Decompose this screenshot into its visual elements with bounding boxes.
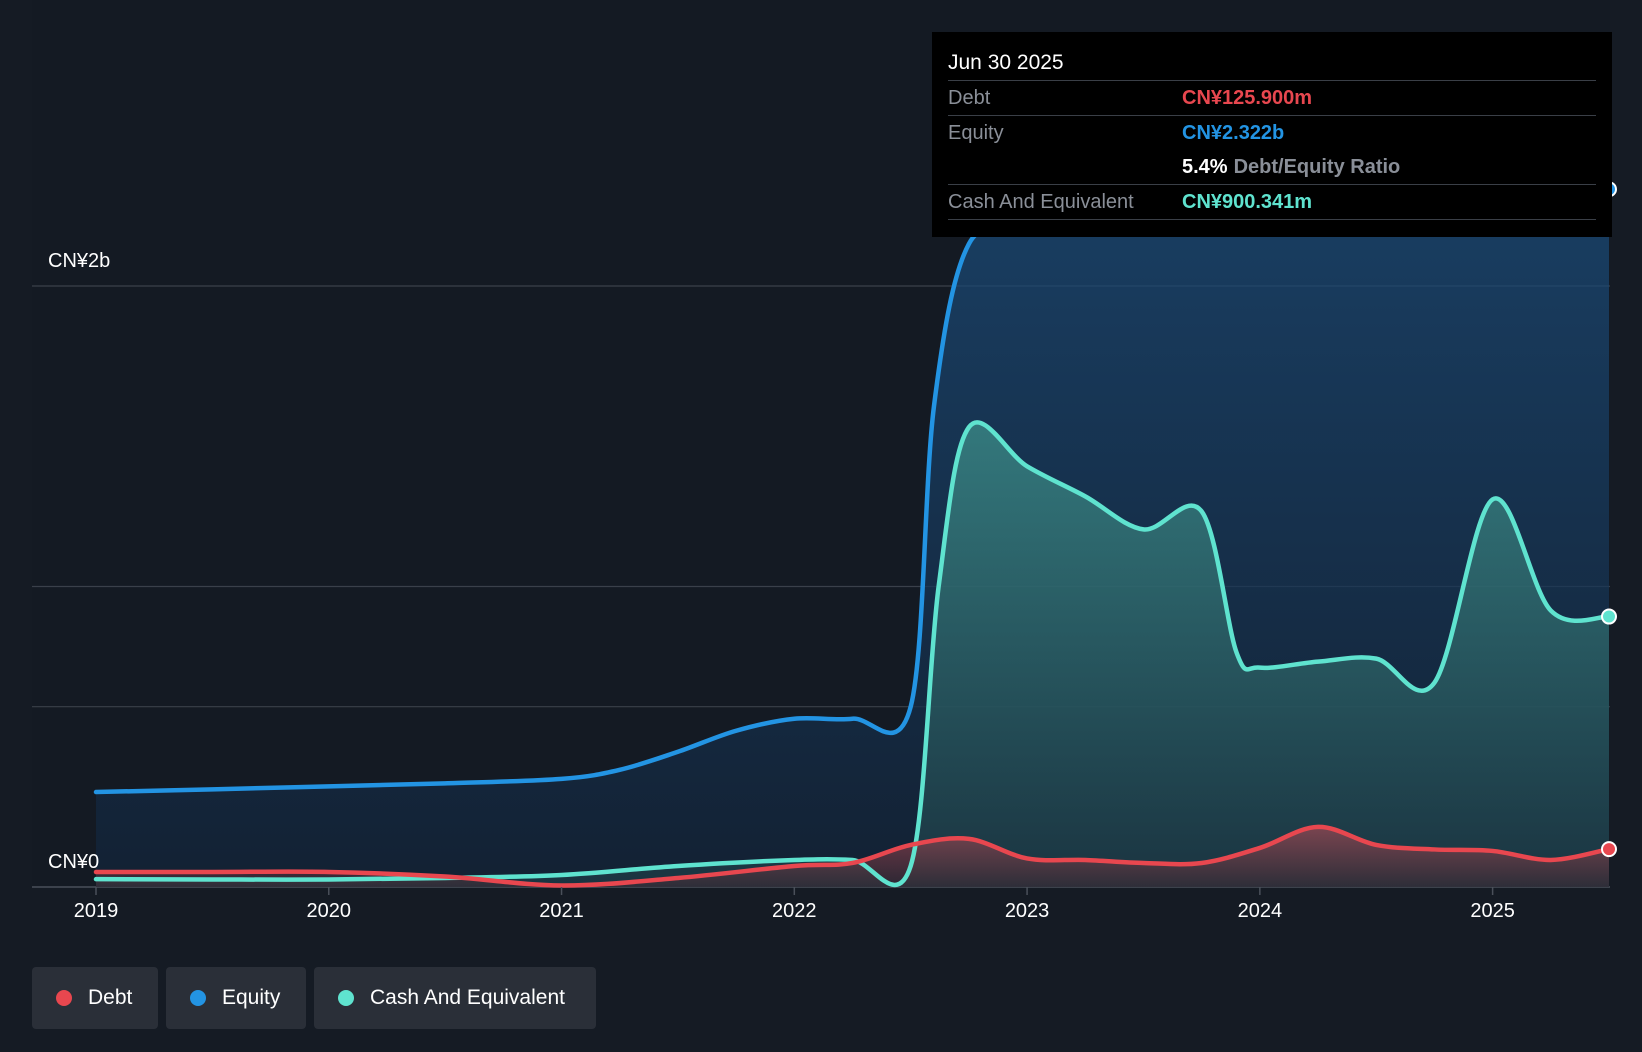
y-axis-zero-label: CN¥0	[48, 851, 100, 873]
x-tick-label: 2021	[539, 900, 584, 922]
x-tick-label: 2022	[772, 900, 817, 922]
x-tick-label: 2024	[1237, 900, 1283, 922]
tooltip-debt-value: CN¥125.900m	[1182, 87, 1313, 109]
cash-dot-icon	[338, 990, 354, 1006]
tooltip-debt-row: Debt CN¥125.900m	[948, 81, 1596, 116]
series-areas	[96, 189, 1609, 887]
x-axis-ticks	[95, 887, 1494, 895]
cash-end-marker	[1601, 608, 1617, 625]
legend-cash-label: Cash And Equivalent	[370, 986, 565, 1009]
legend-equity-label: Equity	[222, 986, 281, 1009]
tooltip-equity-label: Equity	[948, 122, 1004, 144]
debt-line	[93, 824, 1612, 888]
tooltip-equity-value: CN¥2.322b	[1182, 122, 1285, 144]
debt-area	[96, 826, 1609, 887]
debt-dot-icon	[56, 990, 72, 1006]
equity-dot-icon	[190, 990, 206, 1006]
tooltip-cash-label: Cash And Equivalent	[948, 191, 1134, 213]
tooltip-ratio-value: 5.4%	[1182, 156, 1228, 178]
x-tick-label: 2025	[1470, 900, 1515, 922]
y-axis-top-label: CN¥2b	[48, 250, 111, 272]
legend-debt-label: Debt	[88, 986, 133, 1009]
tooltip-equity-row: Equity CN¥2.322b	[948, 116, 1596, 150]
tooltip-ratio-label: Debt/Equity Ratio	[1233, 156, 1401, 178]
cash-area	[96, 422, 1609, 887]
x-tick-label: 2023	[1004, 900, 1050, 922]
legend-item-debt[interactable]: Debt	[32, 967, 158, 1029]
tooltip-debt-label: Debt	[948, 87, 991, 109]
legend-item-equity[interactable]: Equity	[166, 967, 306, 1029]
tooltip-ratio-row: 5.4% Debt/Equity Ratio	[948, 150, 1596, 185]
tooltip-cash-row: Cash And Equivalent CN¥900.341m	[948, 185, 1596, 220]
debt-end-marker	[1601, 841, 1617, 858]
x-tick-label: 2019	[73, 900, 119, 922]
x-tick-label: 2020	[306, 900, 352, 922]
cash-line	[93, 420, 1612, 888]
legend-item-cash[interactable]: Cash And Equivalent	[314, 967, 596, 1029]
tooltip-panel: Jun 30 2025 Debt CN¥125.900m Equity CN¥2…	[932, 32, 1612, 237]
tooltip-date: Jun 30 2025	[948, 46, 1596, 81]
tooltip-cash-value: CN¥900.341m	[1182, 191, 1313, 213]
